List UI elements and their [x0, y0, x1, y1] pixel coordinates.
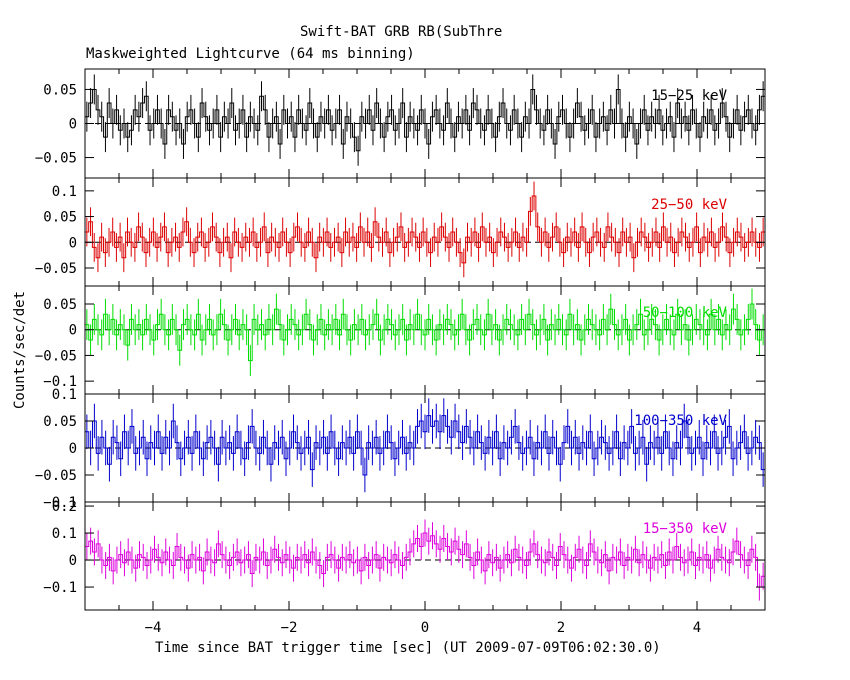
y-tick-label: −0.1 — [43, 580, 77, 596]
series-label: 15−25 keV — [651, 88, 727, 104]
y-tick-label: 0.2 — [52, 499, 77, 515]
y-tick-label: 0.1 — [52, 526, 77, 542]
series-label: 25−50 keV — [651, 197, 727, 213]
panel-4: −0.1 −0.05 0 0.05 0.1 100−350 keV — [35, 387, 766, 511]
y-tick-label: 0.1 — [52, 387, 77, 403]
y-tick-label: 0 — [69, 323, 77, 339]
panel-3: −0.1 −0.05 0 0.05 50−100 keV — [35, 285, 766, 395]
series-label: 50−100 keV — [643, 305, 728, 321]
y-tick-label: −0.05 — [35, 151, 77, 167]
panel-5: −0.1 0 0.1 0.2 15−350 keV — [43, 499, 766, 611]
y-tick-label: −0.1 — [43, 374, 77, 390]
series-line — [85, 303, 765, 362]
x-tick-label: −2 — [281, 620, 298, 636]
x-tick-label: 0 — [421, 620, 429, 636]
panel-1: −0.05 0 0.05 15−25 keV — [35, 68, 766, 179]
x-tick-label: 2 — [557, 620, 565, 636]
chart-title: Swift-BAT GRB RB(SubThre — [300, 24, 503, 40]
y-tick-label: 0.05 — [43, 414, 77, 430]
x-tick-label: 4 — [693, 620, 701, 636]
y-tick-label: 0 — [69, 117, 77, 133]
chart-subtitle: Maskweighted Lightcurve (64 ms binning) — [86, 46, 415, 62]
series-line — [85, 195, 765, 264]
y-tick-label: 0.05 — [43, 210, 77, 226]
x-axis-label: Time since BAT trigger time [sec] (UT 20… — [155, 640, 661, 656]
y-tick-label: −0.05 — [35, 348, 77, 364]
series-line — [85, 415, 765, 476]
x-tick-label: −4 — [145, 620, 162, 636]
y-tick-label: 0.05 — [43, 82, 77, 98]
y-tick-label: −0.1 — [43, 495, 77, 511]
y-tick-label: 0 — [69, 553, 77, 569]
panel-2: −0.05 0 0.05 0.1 25−50 keV — [35, 177, 766, 287]
series-label: 100−350 keV — [634, 413, 727, 429]
series-label: 15−350 keV — [643, 521, 728, 537]
y-tick-label: 0 — [69, 441, 77, 457]
panel-frame — [84, 501, 766, 611]
y-tick-label: 0.05 — [43, 297, 77, 313]
y-tick-label: −0.05 — [35, 261, 77, 277]
y-tick-label: 0.1 — [52, 184, 77, 200]
y-tick-label: 0 — [69, 235, 77, 251]
series-line — [85, 88, 765, 152]
y-tick-label: −0.05 — [35, 468, 77, 484]
series-line — [85, 532, 765, 588]
